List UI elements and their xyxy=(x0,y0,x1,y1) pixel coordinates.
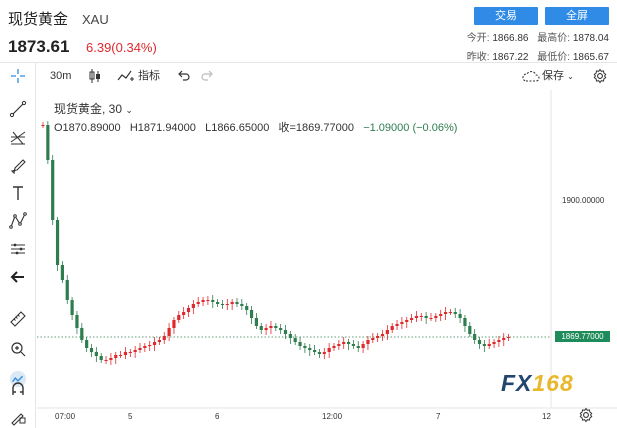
save-button[interactable]: 保存 ⌄ xyxy=(542,68,574,84)
current-price-label: 1869.77000 xyxy=(555,331,610,342)
chart-legend-title[interactable]: 现货黄金, 30 ⌄ xyxy=(54,100,133,117)
ohlc-legend: O1870.89000 H1871.94000 L1866.65000 收=18… xyxy=(54,119,457,135)
legend-title: 现货黄金, 30 xyxy=(54,102,123,116)
indicator-icon[interactable] xyxy=(117,68,135,84)
zoom-in-icon[interactable] xyxy=(8,339,28,359)
save-label: 保存 xyxy=(542,70,564,82)
time-axis-label: 12 xyxy=(542,412,551,421)
time-axis-label: 07:00 xyxy=(55,412,76,421)
stat-label: 今开: xyxy=(466,33,490,44)
interval-button[interactable]: 30m xyxy=(50,70,72,82)
stat-value: 1867.22 xyxy=(492,52,529,63)
instrument-name: 现货黄金 xyxy=(8,11,69,28)
crosshair-icon[interactable] xyxy=(10,68,26,84)
fullscreen-button[interactable]: 全屏 xyxy=(545,7,609,25)
stat-label: 昨收: xyxy=(466,52,490,63)
stat-value: 1866.86 xyxy=(492,33,529,44)
fib-tool-icon[interactable] xyxy=(8,127,28,147)
candlestick-chart[interactable] xyxy=(37,90,617,428)
instrument-symbol: XAU xyxy=(82,12,109,27)
indicator-button[interactable]: 指标 xyxy=(138,70,160,82)
price-stats: 今开: 1866.86 最高价: 1878.04 昨收: 1867.22 最低价… xyxy=(467,29,609,67)
trade-button[interactable]: 交易 xyxy=(474,7,538,25)
candle-series xyxy=(41,121,511,365)
lock-draw-icon[interactable] xyxy=(8,407,28,427)
ruler-icon[interactable] xyxy=(8,309,28,329)
text-tool-icon[interactable] xyxy=(8,183,28,203)
ohlc-close: 收=1869.77000 xyxy=(278,122,355,134)
time-axis-label: 12:00 xyxy=(322,412,343,421)
pattern-tool-icon[interactable] xyxy=(8,211,28,231)
last-price: 1873.61 xyxy=(8,37,70,56)
chart-toolbar: 30m 指标 保存 ⌄ xyxy=(0,63,617,89)
ohlc-change: −1.09000 xyxy=(363,122,410,134)
fx168-logo: FX168 xyxy=(501,370,574,396)
brush-icon[interactable] xyxy=(8,155,28,175)
settings-gear-icon[interactable] xyxy=(592,68,608,84)
drawing-toolbar xyxy=(0,63,36,428)
chevron-down-icon: ⌄ xyxy=(125,105,133,115)
candle-type-icon[interactable] xyxy=(88,68,102,84)
undo-icon[interactable] xyxy=(177,68,191,84)
stat-value: 1865.67 xyxy=(572,52,609,63)
ohlc-open: O1870.89000 xyxy=(54,122,121,134)
chart-style-icon[interactable] xyxy=(8,369,28,389)
time-axis-label: 6 xyxy=(215,412,220,421)
ohlc-high: H1871.94000 xyxy=(129,122,196,134)
time-axis-label: 7 xyxy=(436,412,441,421)
back-arrow-icon[interactable] xyxy=(8,267,28,287)
stat-value: 1878.04 xyxy=(572,33,609,44)
ohlc-low: L1866.65000 xyxy=(205,122,270,134)
magnet-icon[interactable] xyxy=(8,379,28,399)
header-divider xyxy=(0,62,617,63)
time-axis-label: 5 xyxy=(128,412,133,421)
redo-icon[interactable] xyxy=(200,68,214,84)
measure-tool-icon[interactable] xyxy=(8,239,28,259)
stat-label: 最低价: xyxy=(537,52,571,63)
stat-label: 最高价: xyxy=(537,33,571,44)
trend-line-icon[interactable] xyxy=(8,99,28,119)
instrument-title: 现货黄金 XAU xyxy=(8,8,109,29)
cloud-icon[interactable] xyxy=(521,68,541,84)
ohlc-change-pct: (−0.06%) xyxy=(412,122,458,134)
axis-settings-gear-icon[interactable] xyxy=(578,407,594,423)
price-axis-label: 1900.00000 xyxy=(562,196,605,205)
chevron-down-icon: ⌄ xyxy=(567,72,574,81)
price-change: 6.39(0.34%) xyxy=(86,40,157,55)
